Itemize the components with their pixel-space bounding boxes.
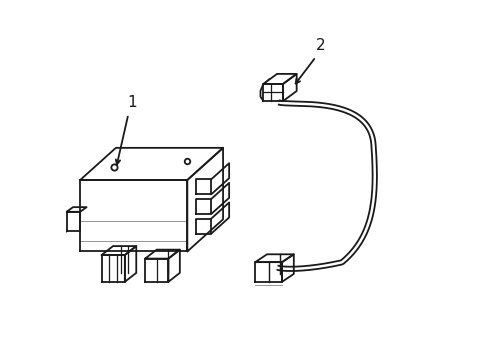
Text: 1: 1 — [127, 95, 137, 111]
Text: 2: 2 — [315, 38, 325, 53]
